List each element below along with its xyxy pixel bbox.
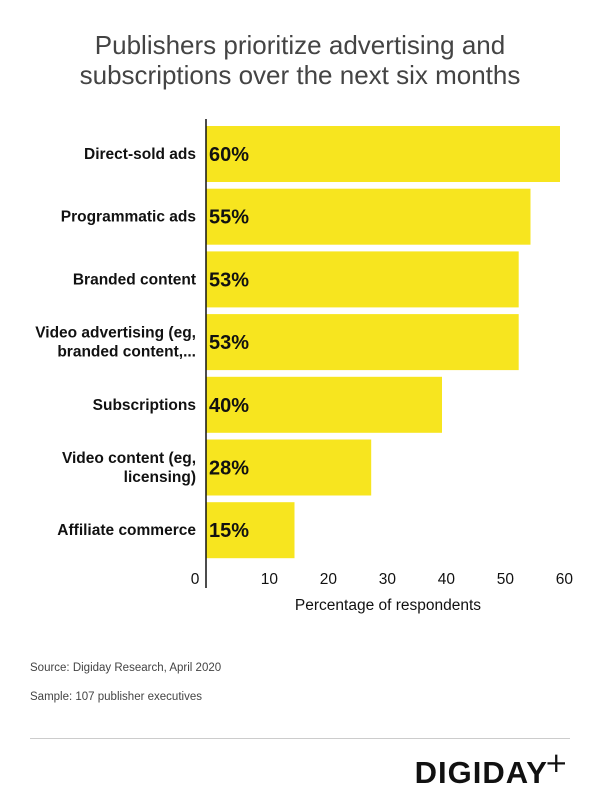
category-label: Affiliate commerce <box>57 522 196 539</box>
footer-divider <box>30 738 570 739</box>
x-tick-label: 50 <box>497 571 515 588</box>
data-label: 15% <box>209 520 249 542</box>
data-label: 55% <box>209 207 249 229</box>
category-label: Video content (eg, <box>62 450 196 467</box>
category-label: Subscriptions <box>93 397 196 414</box>
chart-title: Publishers prioritize advertising and su… <box>0 30 600 90</box>
x-tick-label: 20 <box>320 571 338 588</box>
bar <box>206 376 442 433</box>
category-label: Direct-sold ads <box>84 146 196 163</box>
digiday-logo: DIGIDAY <box>414 755 548 790</box>
x-tick-label: 30 <box>379 571 397 588</box>
data-label: 28% <box>209 458 249 480</box>
bar <box>206 251 519 308</box>
category-label: Branded content <box>73 271 196 288</box>
x-tick-label: 40 <box>438 571 456 588</box>
data-label: 53% <box>209 332 249 354</box>
sample-note: Sample: 107 publisher executives <box>30 691 202 703</box>
bar <box>206 314 519 371</box>
x-axis-title: Percentage of respondents <box>295 597 481 614</box>
chart-title-line-1: Publishers prioritize advertising and <box>94 30 506 60</box>
category-label: licensing) <box>124 469 196 486</box>
category-label: Video advertising (eg, <box>35 325 196 342</box>
x-tick-label: 10 <box>261 571 279 588</box>
data-label: 60% <box>209 144 249 166</box>
chart-title-line-2: subscriptions over the next six months <box>79 60 521 90</box>
bar <box>206 126 560 182</box>
x-tick-label: 60 <box>556 571 574 588</box>
bar-chart: 60% Direct-sold ads 55% Programmatic ads 53%… <box>35 119 574 614</box>
data-label: 40% <box>209 395 249 417</box>
source-note: Source: Digiday Research, April 2020 <box>30 662 222 674</box>
bar <box>206 502 295 559</box>
category-label: Programmatic ads <box>61 209 196 226</box>
data-label: 53% <box>209 269 249 291</box>
digiday-plus-icon: + <box>544 746 568 779</box>
category-label: branded content,... <box>57 344 196 361</box>
x-tick-label: 0 <box>191 571 200 588</box>
bar <box>206 439 372 496</box>
bar <box>206 188 531 245</box>
